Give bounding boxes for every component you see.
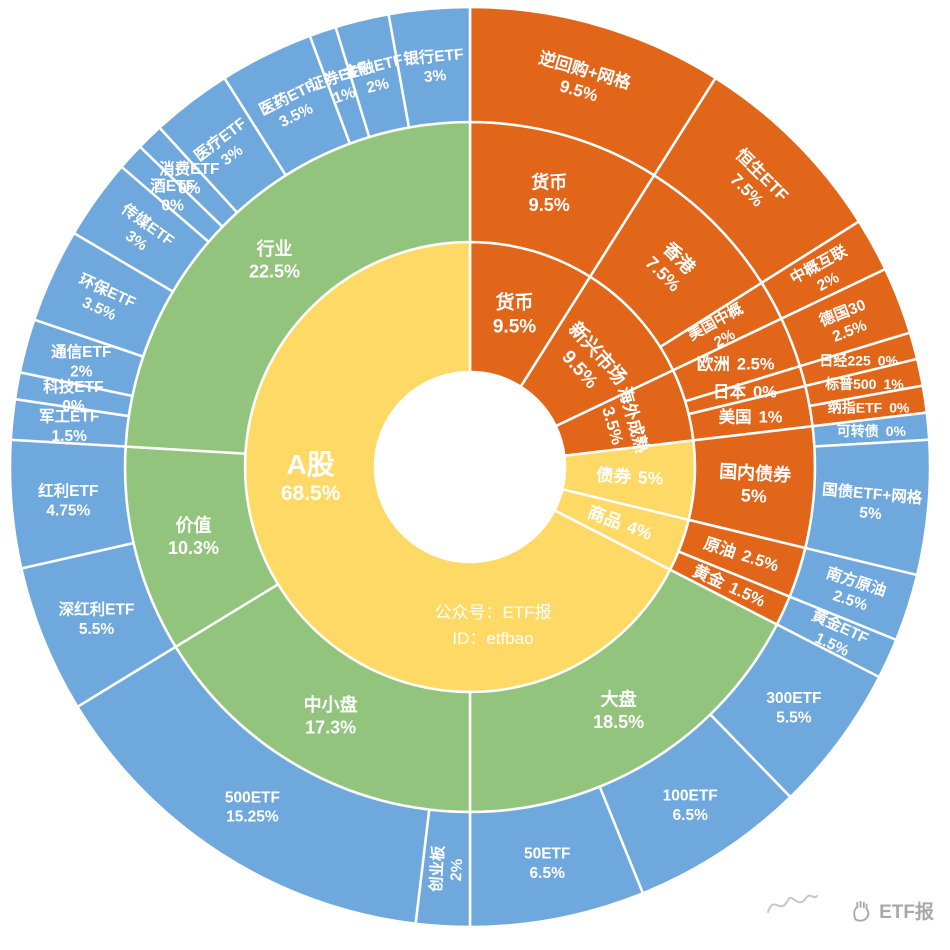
watermark-text: ETF报 — [879, 902, 934, 923]
label-中小盘: 中小盘 17.3% — [304, 694, 358, 738]
label-日经225: 日经225 0% — [819, 353, 898, 369]
label-纳指ETF: 纳指ETF 0% — [828, 399, 910, 415]
label-消费ETF: 消费ETF 0% — [159, 159, 219, 197]
label-酒ETF: 酒ETF 0% — [150, 177, 195, 214]
label-美国: 美国 1% — [719, 406, 783, 426]
slice-银行ETF — [387, 5, 472, 129]
label-可转债: 可转债 0% — [837, 423, 907, 439]
watermark: ETF报 — [849, 897, 934, 924]
label-欧洲: 欧洲 2.5% — [697, 354, 775, 374]
label-日本: 日本 0% — [713, 382, 777, 402]
label-科技ETF: 科技ETF 0% — [43, 377, 103, 415]
label-300ETF: 300ETF 5.5% — [766, 690, 821, 726]
label-红利ETF: 红利ETF 4.75% — [38, 481, 98, 519]
label-通信ETF: 通信ETF 2% — [51, 342, 111, 380]
label-货币: 货币 9.5% — [493, 291, 536, 338]
label-500ETF: 500ETF 15.25% — [225, 789, 280, 825]
label-行业: 行业 22.5% — [249, 238, 300, 282]
label-A股: A股 68.5% — [281, 449, 341, 505]
label-标普500: 标普500 1% — [824, 376, 904, 392]
label-大盘: 大盘 18.5% — [593, 689, 644, 733]
label-100ETF: 100ETF 6.5% — [663, 788, 718, 824]
watermark-scribble — [767, 894, 818, 913]
label-债券: 债券 5% — [596, 465, 665, 489]
label-深红利ETF: 深红利ETF 5.5% — [59, 600, 135, 638]
label-价值: 价值 10.3% — [168, 515, 219, 559]
label-军工ETF: 军工ETF 1.5% — [39, 407, 99, 444]
sunburst-slices — [8, 5, 932, 929]
hand-icon — [853, 900, 870, 922]
label-50ETF: 50ETF 6.5% — [524, 846, 571, 882]
label-创业板: 创业板2% — [426, 844, 467, 894]
label-货币: 货币 9.5% — [529, 172, 570, 216]
label-国内债券: 国内债券5% — [717, 460, 792, 508]
